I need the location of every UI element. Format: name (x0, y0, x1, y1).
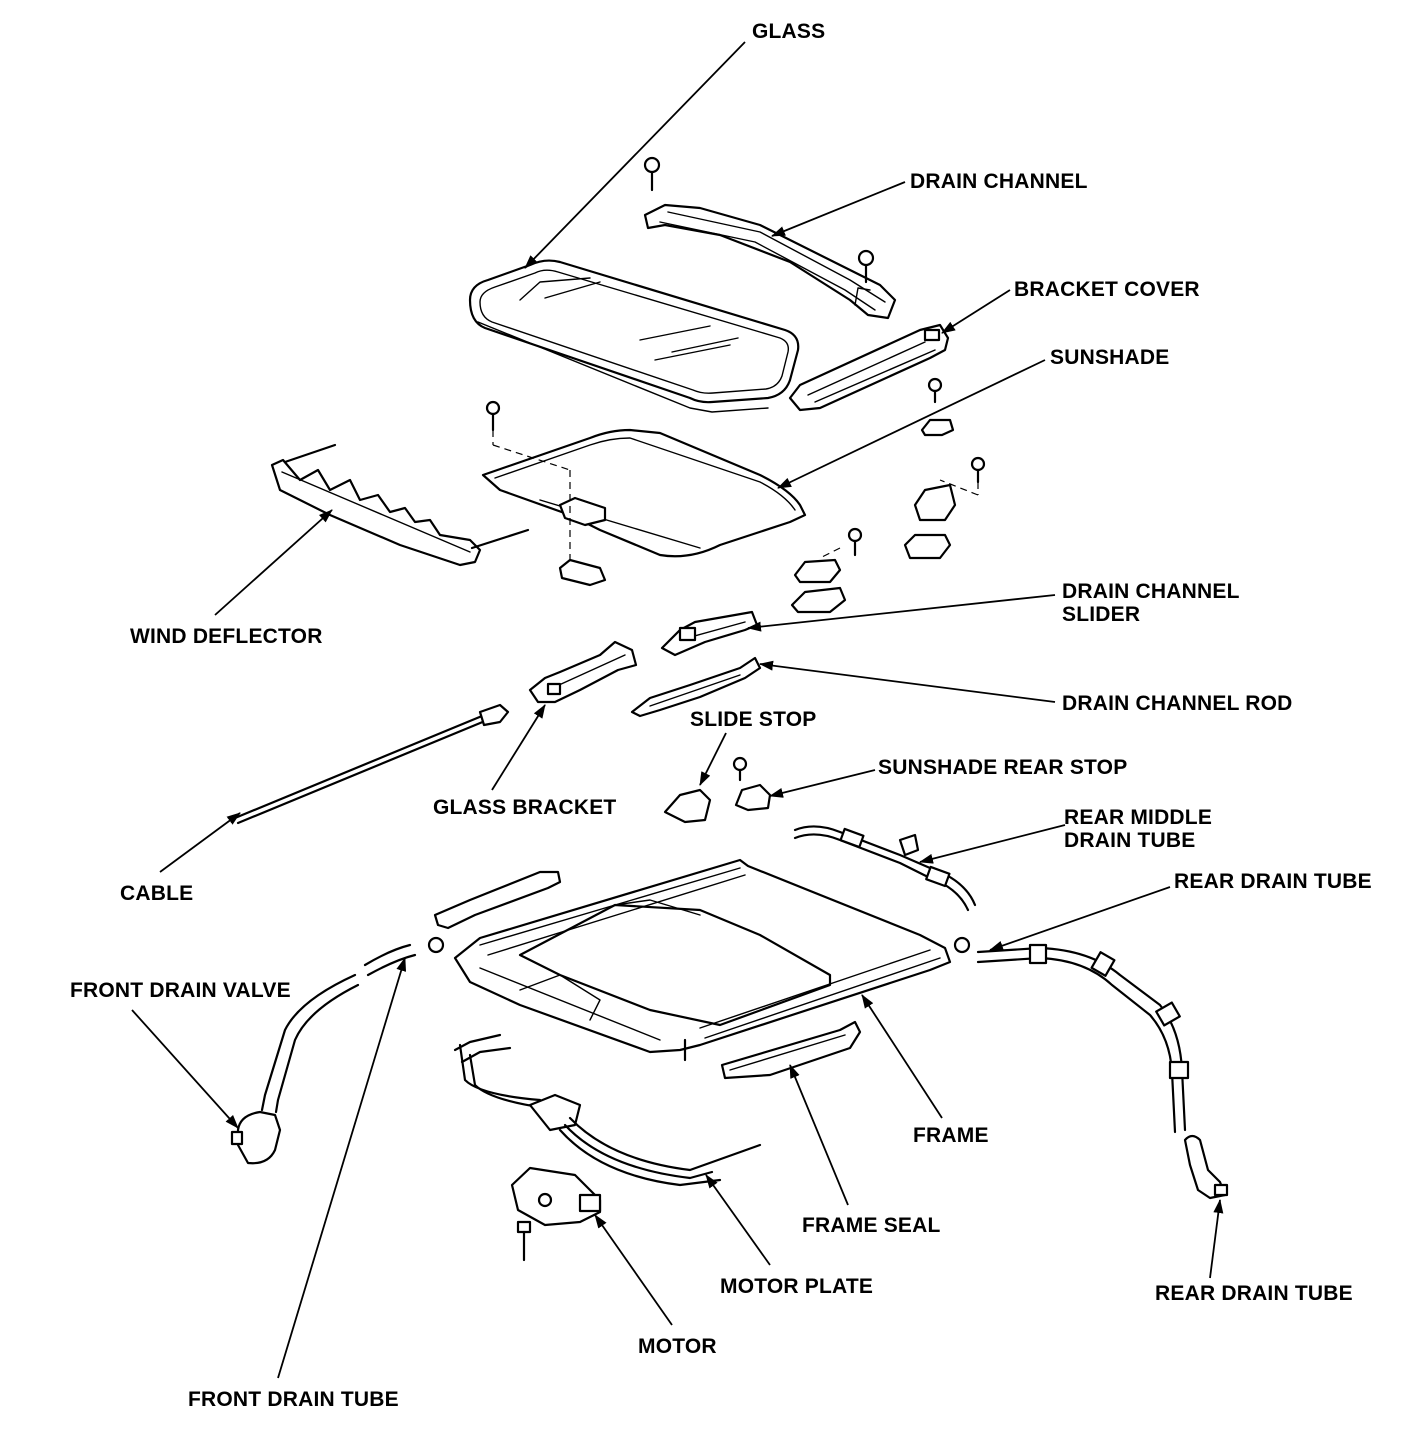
drain-channel-slider-part (660, 610, 759, 657)
label-front-drain-tube: FRONT DRAIN TUBE (188, 1388, 399, 1411)
label-wind-deflector: WIND DEFLECTOR (130, 625, 323, 648)
label-sunshade: SUNSHADE (1050, 346, 1170, 369)
label-rear-drain-tube-upper: REAR DRAIN TUBE (1174, 870, 1372, 893)
glass-part (468, 259, 800, 413)
frame-part (453, 858, 952, 1062)
label-glass-bracket: GLASS BRACKET (433, 796, 617, 819)
leader-lines (131, 41, 1224, 1379)
bolt-icon (516, 1220, 532, 1262)
sunshade-part (481, 428, 807, 558)
glass-bracket-part (528, 640, 638, 704)
clip-icon (920, 377, 955, 437)
label-glass: GLASS (752, 20, 826, 43)
front-drain-tube-part (260, 943, 417, 1114)
label-frame: FRAME (913, 1124, 989, 1147)
rear-drain-valve-part (1183, 1134, 1229, 1200)
motor-plate-part (453, 1033, 762, 1187)
label-rear-drain-tube-lower: REAR DRAIN TUBE (1155, 1282, 1353, 1305)
label-rear-middle-drain-tube: REAR MIDDLE DRAIN TUBE (1064, 806, 1213, 852)
bracket-clip-part (913, 483, 957, 522)
label-sunshade-rear-stop: SUNSHADE REAR STOP (878, 756, 1128, 779)
screw-icon (732, 756, 748, 782)
label-drain-channel-rod: DRAIN CHANNEL ROD (1062, 692, 1293, 715)
slider-clip-part (790, 533, 952, 614)
screw-icon (643, 156, 661, 192)
wind-deflector-part (270, 443, 530, 567)
cable-part (233, 703, 510, 825)
screw-icon (485, 400, 501, 432)
front-drain-valve-part (230, 1110, 282, 1165)
frame-seal-part (720, 1020, 862, 1080)
sunshade-rear-stop-part (734, 783, 772, 812)
motor-part (510, 1166, 602, 1227)
label-front-drain-valve: FRONT DRAIN VALVE (70, 979, 291, 1002)
label-cable: CABLE (120, 882, 194, 905)
label-drain-channel: DRAIN CHANNEL (910, 170, 1088, 193)
drain-channel-part (643, 203, 897, 320)
bracket-cover-part (788, 323, 950, 412)
rear-drain-tube-part (976, 943, 1190, 1134)
sunshade-clip-part (558, 558, 607, 587)
label-motor: MOTOR (638, 1335, 717, 1358)
screw-icon (857, 249, 875, 284)
slide-stop-part (663, 788, 712, 824)
screw-icon (847, 527, 863, 557)
label-motor-plate: MOTOR PLATE (720, 1275, 874, 1298)
screw-icon (970, 456, 986, 484)
rear-middle-drain-tube-part (793, 825, 977, 912)
label-slide-stop: SLIDE STOP (690, 708, 817, 731)
front-seal-part (433, 870, 562, 930)
label-frame-seal: FRAME SEAL (802, 1214, 941, 1237)
label-drain-channel-slider: DRAIN CHANNEL SLIDER (1062, 580, 1240, 626)
label-bracket-cover: BRACKET COVER (1014, 278, 1200, 301)
clamp-icon (427, 936, 971, 954)
